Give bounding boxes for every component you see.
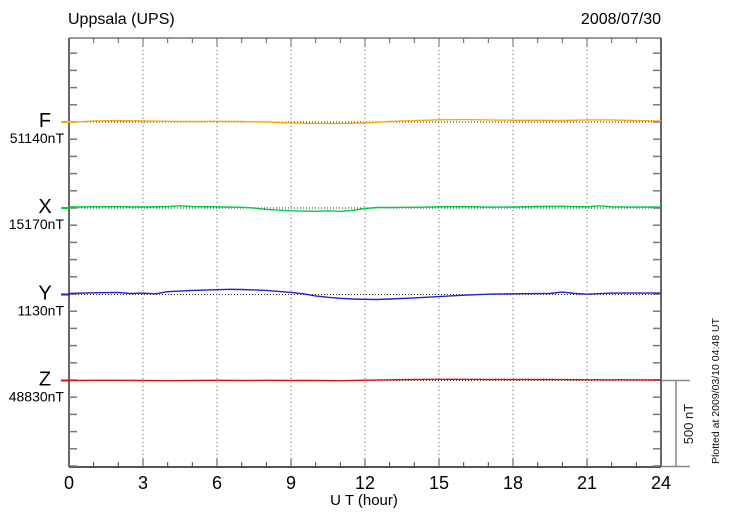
x-tick-label: 18 — [503, 473, 523, 493]
x-tick-label: 21 — [577, 473, 597, 493]
x-tick-label: 9 — [286, 473, 296, 493]
trace-Y — [68, 288, 661, 301]
x-tick-label: 12 — [355, 473, 375, 493]
series-label-X: X — [38, 196, 51, 218]
x-tick-label: 3 — [138, 473, 148, 493]
series-label-Y: Y — [38, 283, 51, 305]
x-tick-label: 15 — [429, 473, 449, 493]
series-basevalue-X: 15170nT — [9, 216, 65, 232]
series-basevalue-Z: 48830nT — [9, 389, 65, 405]
trace-Z — [68, 378, 662, 382]
series-basevalue-F: 51140nT — [10, 130, 65, 146]
series-label-F: F — [39, 110, 51, 132]
x-tick-label: 0 — [64, 473, 74, 493]
plotted-at-note: Plotted at 2009/03/10 04:48 UT — [710, 317, 722, 464]
x-tick-label: 6 — [212, 473, 222, 493]
page-title: Uppsala (UPS) — [68, 11, 175, 28]
series-label-Z: Z — [39, 369, 51, 391]
trace-F — [68, 118, 662, 125]
series-basevalue-Y: 1130nT — [18, 303, 65, 319]
scale-bar-label: 500 nT — [681, 404, 696, 445]
plot-date: 2008/07/30 — [581, 11, 661, 28]
x-axis-label: U T (hour) — [330, 492, 398, 509]
x-tick-label: 24 — [651, 473, 671, 493]
trace-X — [68, 205, 662, 213]
